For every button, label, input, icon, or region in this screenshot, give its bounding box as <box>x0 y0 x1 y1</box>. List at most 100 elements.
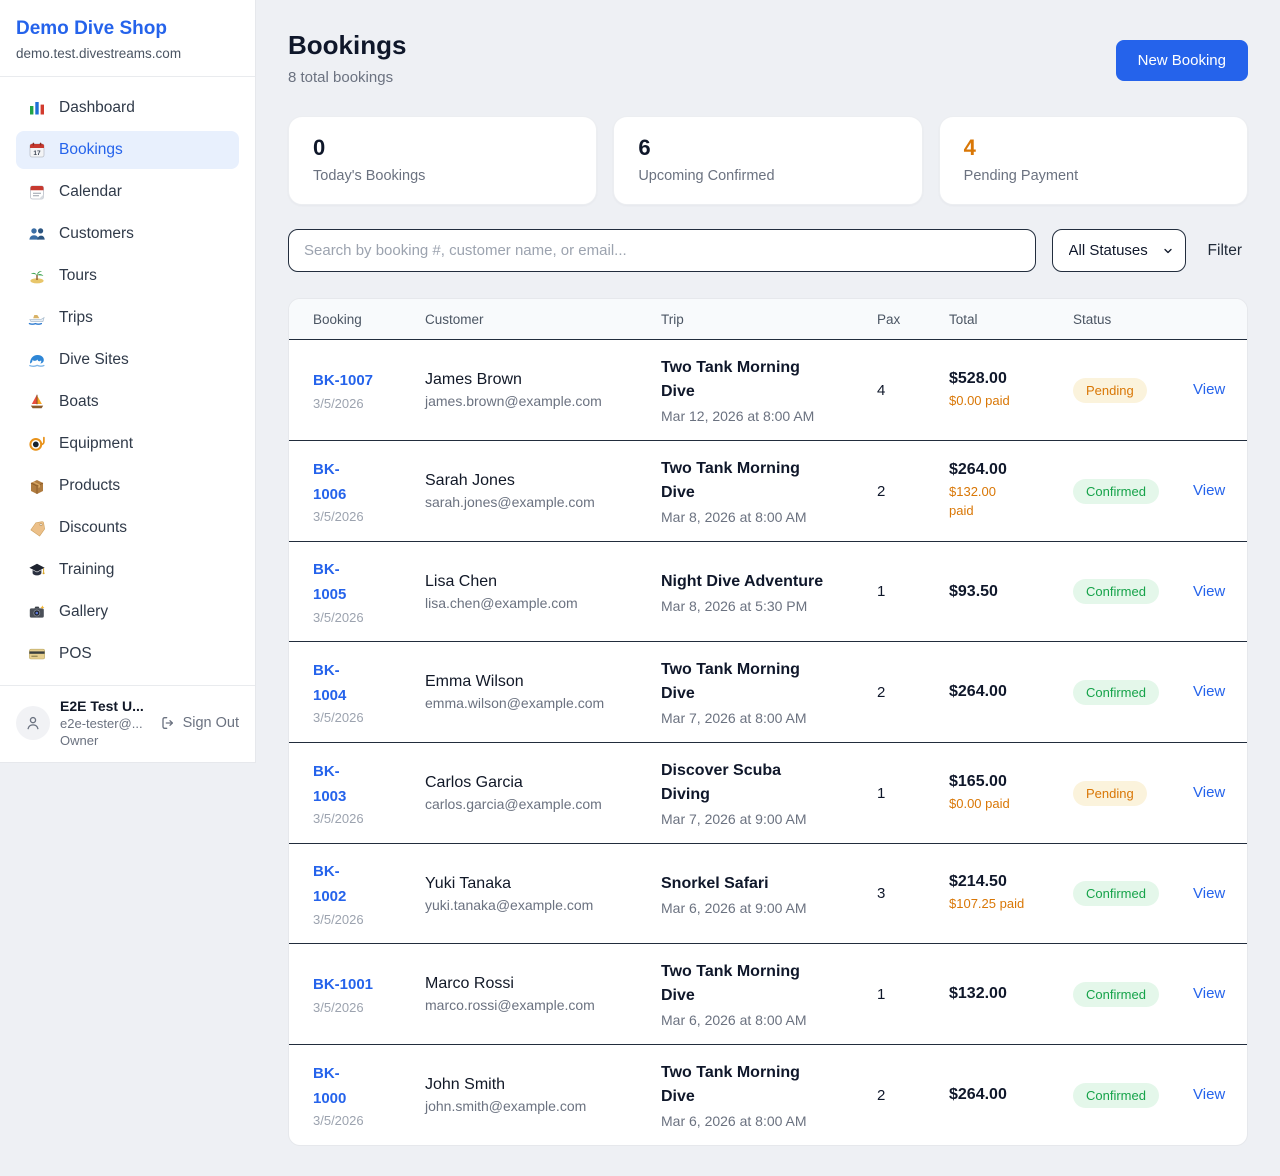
status-badge: Confirmed <box>1073 579 1159 605</box>
sidebar-item-customers[interactable]: Customers <box>16 215 239 253</box>
sidebar-item-dashboard[interactable]: Dashboard <box>16 89 239 127</box>
sidebar-item-label: Tours <box>59 267 97 284</box>
sign-out-button[interactable]: Sign Out <box>160 715 239 731</box>
status-badge: Confirmed <box>1073 881 1159 907</box>
customer-email: yuki.tanaka@example.com <box>425 896 594 913</box>
customer-cell: Emma Wilson emma.wilson@example.com <box>425 673 661 711</box>
view-cell: View <box>1193 784 1225 802</box>
stat-card-today-s-bookings: 0 Today's Bookings <box>288 116 598 206</box>
sidebar-item-products[interactable]: Products <box>16 467 239 505</box>
table-row: BK- 1004 3/5/2026 Emma Wilson emma.wilso… <box>289 641 1247 742</box>
column-header-customer: Customer <box>425 311 484 327</box>
total-value: $132.00 <box>949 985 1007 1003</box>
booking-cell: BK- 1002 3/5/2026 <box>313 860 425 927</box>
tag-icon <box>28 519 46 537</box>
tear-calendar-icon <box>28 183 46 201</box>
sidebar-item-tours[interactable]: Tours <box>16 257 239 295</box>
status-cell: Pending <box>1073 377 1193 403</box>
sidebar-item-label: Gallery <box>59 603 109 620</box>
trip-name: Two Tank Morning Dive <box>661 359 800 401</box>
customer-name: Emma Wilson <box>425 673 524 691</box>
view-link[interactable]: View <box>1193 482 1226 500</box>
main-content: Bookings 8 total bookings New Booking 0 … <box>256 0 1280 1176</box>
booking-link[interactable]: BK-1001 <box>313 976 374 994</box>
stat-label: Today's Bookings <box>313 168 426 185</box>
sidebar-item-pos[interactable]: POS <box>16 635 239 673</box>
trip-name: Snorkel Safari <box>661 874 769 892</box>
status-cell: Confirmed <box>1073 981 1193 1007</box>
column-header-status: Status <box>1073 311 1112 327</box>
status-badge: Pending <box>1073 780 1147 806</box>
booking-cell: BK- 1003 3/5/2026 <box>313 760 425 827</box>
total-value: $528.00 <box>949 369 1007 387</box>
trip-datetime: Mar 6, 2026 at 8:00 AM <box>661 1012 807 1029</box>
column-header-trip: Trip <box>661 311 684 327</box>
customer-email: carlos.garcia@example.com <box>425 796 602 813</box>
status-badge: Confirmed <box>1073 478 1159 504</box>
sidebar-item-discounts[interactable]: Discounts <box>16 509 239 547</box>
view-link[interactable]: View <box>1193 582 1226 600</box>
booking-link[interactable]: BK- 1006 <box>313 460 347 503</box>
package-icon <box>28 477 46 495</box>
stat-value: 4 <box>963 135 976 161</box>
total-value: $264.00 <box>949 461 1007 479</box>
customer-name: Carlos Garcia <box>425 774 523 792</box>
view-link[interactable]: View <box>1193 985 1226 1003</box>
sidebar-item-training[interactable]: Training <box>16 551 239 589</box>
booking-link[interactable]: BK- 1004 <box>313 661 347 704</box>
camera-icon <box>28 603 46 621</box>
filter-button[interactable]: Filter <box>1207 241 1242 259</box>
sidebar-item-gallery[interactable]: Gallery <box>16 593 239 631</box>
booking-link[interactable]: BK-1007 <box>313 372 374 390</box>
total-value: $214.50 <box>949 873 1007 891</box>
sidebar-item-equipment[interactable]: Equipment <box>16 425 239 463</box>
booking-link[interactable]: BK- 1000 <box>313 1064 347 1107</box>
brand-domain: demo.test.divestreams.com <box>16 46 182 61</box>
sidebar-item-boats[interactable]: Boats <box>16 383 239 421</box>
trip-datetime: Mar 12, 2026 at 8:00 AM <box>661 408 815 425</box>
status-filter-select[interactable]: All Statuses <box>1051 229 1186 273</box>
booking-cell: BK- 1000 3/5/2026 <box>313 1062 425 1129</box>
pax-value: 1 <box>877 583 886 601</box>
status-cell: Confirmed <box>1073 881 1193 907</box>
customer-name: Sarah Jones <box>425 472 515 490</box>
booking-date: 3/5/2026 <box>313 509 364 525</box>
user-name: E2E Test U... <box>60 698 144 714</box>
trip-name: Discover Scuba Diving <box>661 762 782 804</box>
sidebar-item-label: Trips <box>59 309 93 326</box>
new-booking-button[interactable]: New Booking <box>1115 40 1248 81</box>
paid-value: $132.00 paid <box>949 484 996 519</box>
view-cell: View <box>1193 381 1225 399</box>
booking-link[interactable]: BK- 1005 <box>313 561 347 604</box>
sidebar-item-bookings[interactable]: 17 Bookings <box>16 131 239 169</box>
dive-mask-icon <box>28 435 46 453</box>
view-link[interactable]: View <box>1193 683 1226 701</box>
sidebar-item-calendar[interactable]: Calendar <box>16 173 239 211</box>
sidebar-item-trips[interactable]: Trips <box>16 299 239 337</box>
booking-date: 3/5/2026 <box>313 811 364 827</box>
view-link[interactable]: View <box>1193 784 1226 802</box>
paid-value: $0.00 paid <box>949 392 1010 408</box>
sidebar-item-dive-sites[interactable]: Dive Sites <box>16 341 239 379</box>
search-input[interactable] <box>288 229 1036 273</box>
booking-link[interactable]: BK- 1003 <box>313 762 347 805</box>
customer-email: john.smith@example.com <box>425 1098 587 1115</box>
view-link[interactable]: View <box>1193 884 1226 902</box>
total-value: $264.00 <box>949 683 1007 701</box>
sidebar-item-label: Equipment <box>59 435 134 452</box>
sidebar-item-label: Discounts <box>59 519 128 536</box>
stat-card-pending-payment: 4 Pending Payment <box>938 116 1248 206</box>
pax-value: 1 <box>877 784 886 802</box>
trip-cell: Night Dive Adventure Mar 8, 2026 at 5:30… <box>661 570 877 614</box>
page-title: Bookings <box>288 30 407 60</box>
trip-name: Night Dive Adventure <box>661 572 824 590</box>
view-link[interactable]: View <box>1193 381 1226 399</box>
total-cell: $264.00 $132.00 paid <box>949 461 1073 521</box>
trip-datetime: Mar 8, 2026 at 5:30 PM <box>661 597 808 614</box>
booking-link[interactable]: BK- 1002 <box>313 863 347 906</box>
trip-cell: Snorkel Safari Mar 6, 2026 at 9:00 AM <box>661 872 877 916</box>
booking-cell: BK- 1006 3/5/2026 <box>313 458 425 525</box>
trip-datetime: Mar 6, 2026 at 9:00 AM <box>661 899 807 916</box>
view-link[interactable]: View <box>1193 1086 1226 1104</box>
customer-cell: Marco Rossi marco.rossi@example.com <box>425 975 661 1013</box>
